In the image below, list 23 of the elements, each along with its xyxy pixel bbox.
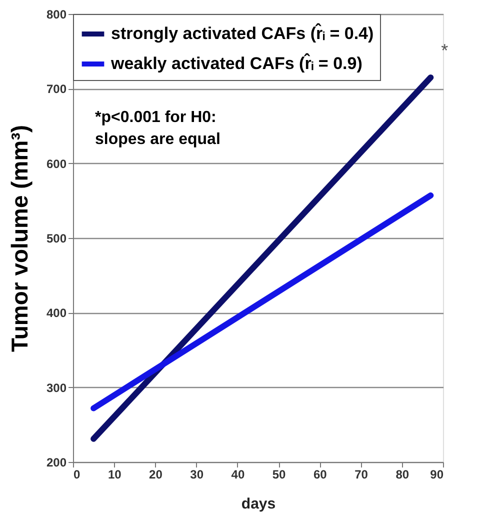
annotation: *p<0.001 for H0: slopes are equal <box>95 109 220 148</box>
x-tick-label: 0 <box>74 468 80 482</box>
y-axis-title: Tumor volume (mm³) <box>6 124 32 352</box>
x-tick-label: 60 <box>313 468 328 482</box>
y-tick-label: 200 <box>46 456 67 470</box>
x-tick-label: 50 <box>272 468 286 482</box>
y-tick-label: 300 <box>46 380 67 395</box>
y-tick-label: 600 <box>46 156 67 171</box>
x-tick-label: 30 <box>190 468 204 482</box>
y-tick-label: 800 <box>46 8 67 22</box>
legend-label: weakly activated CAFs (r̂ᵢ = 0.9) <box>110 53 362 73</box>
x-tick-label: 70 <box>354 468 368 482</box>
y-tick-label: 500 <box>46 232 67 246</box>
x-tick-label: 40 <box>231 468 245 482</box>
y-tick-label: 700 <box>46 82 67 96</box>
x-tick-label: 80 <box>396 468 410 482</box>
x-tick-label: 10 <box>108 468 122 482</box>
x-axis-title: days <box>241 496 276 512</box>
legend-label: strongly activated CAFs (r̂ᵢ = 0.4) <box>111 23 374 43</box>
x-tick-label: 90 <box>430 468 444 482</box>
x-tick-label: 20 <box>149 468 163 482</box>
annotation: * <box>441 40 448 60</box>
y-tick-label: 400 <box>46 306 67 320</box>
